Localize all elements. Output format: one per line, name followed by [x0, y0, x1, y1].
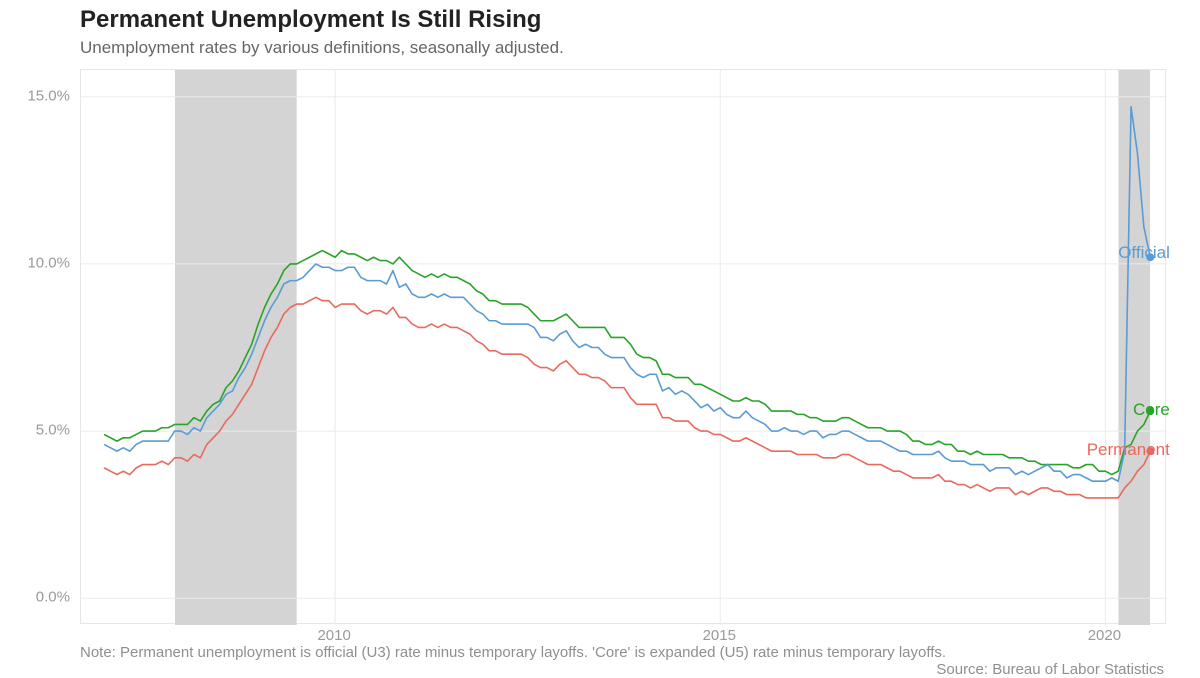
chart-container: Permanent Unemployment Is Still Rising U… — [0, 0, 1200, 676]
plot-svg — [81, 70, 1167, 625]
x-axis-label: 2020 — [1088, 627, 1121, 644]
series-label-permanent: Permanent — [1087, 440, 1170, 460]
y-axis-label: 5.0% — [10, 422, 70, 439]
y-axis-label: 0.0% — [10, 589, 70, 606]
recession-band — [1118, 70, 1150, 625]
y-axis-label: 10.0% — [10, 254, 70, 271]
chart-subtitle: Unemployment rates by various definition… — [80, 38, 564, 58]
series-label-official: Official — [1118, 243, 1170, 263]
x-axis-label: 2015 — [703, 627, 736, 644]
recession-band — [175, 70, 297, 625]
chart-note: Note: Permanent unemployment is official… — [80, 644, 946, 661]
plot-area — [80, 69, 1166, 624]
x-axis-label: 2010 — [317, 627, 350, 644]
series-label-core: Core — [1133, 400, 1170, 420]
chart-source: Source: Bureau of Labor Statistics — [936, 661, 1164, 678]
chart-title: Permanent Unemployment Is Still Rising — [80, 6, 541, 34]
y-axis-label: 15.0% — [10, 87, 70, 104]
